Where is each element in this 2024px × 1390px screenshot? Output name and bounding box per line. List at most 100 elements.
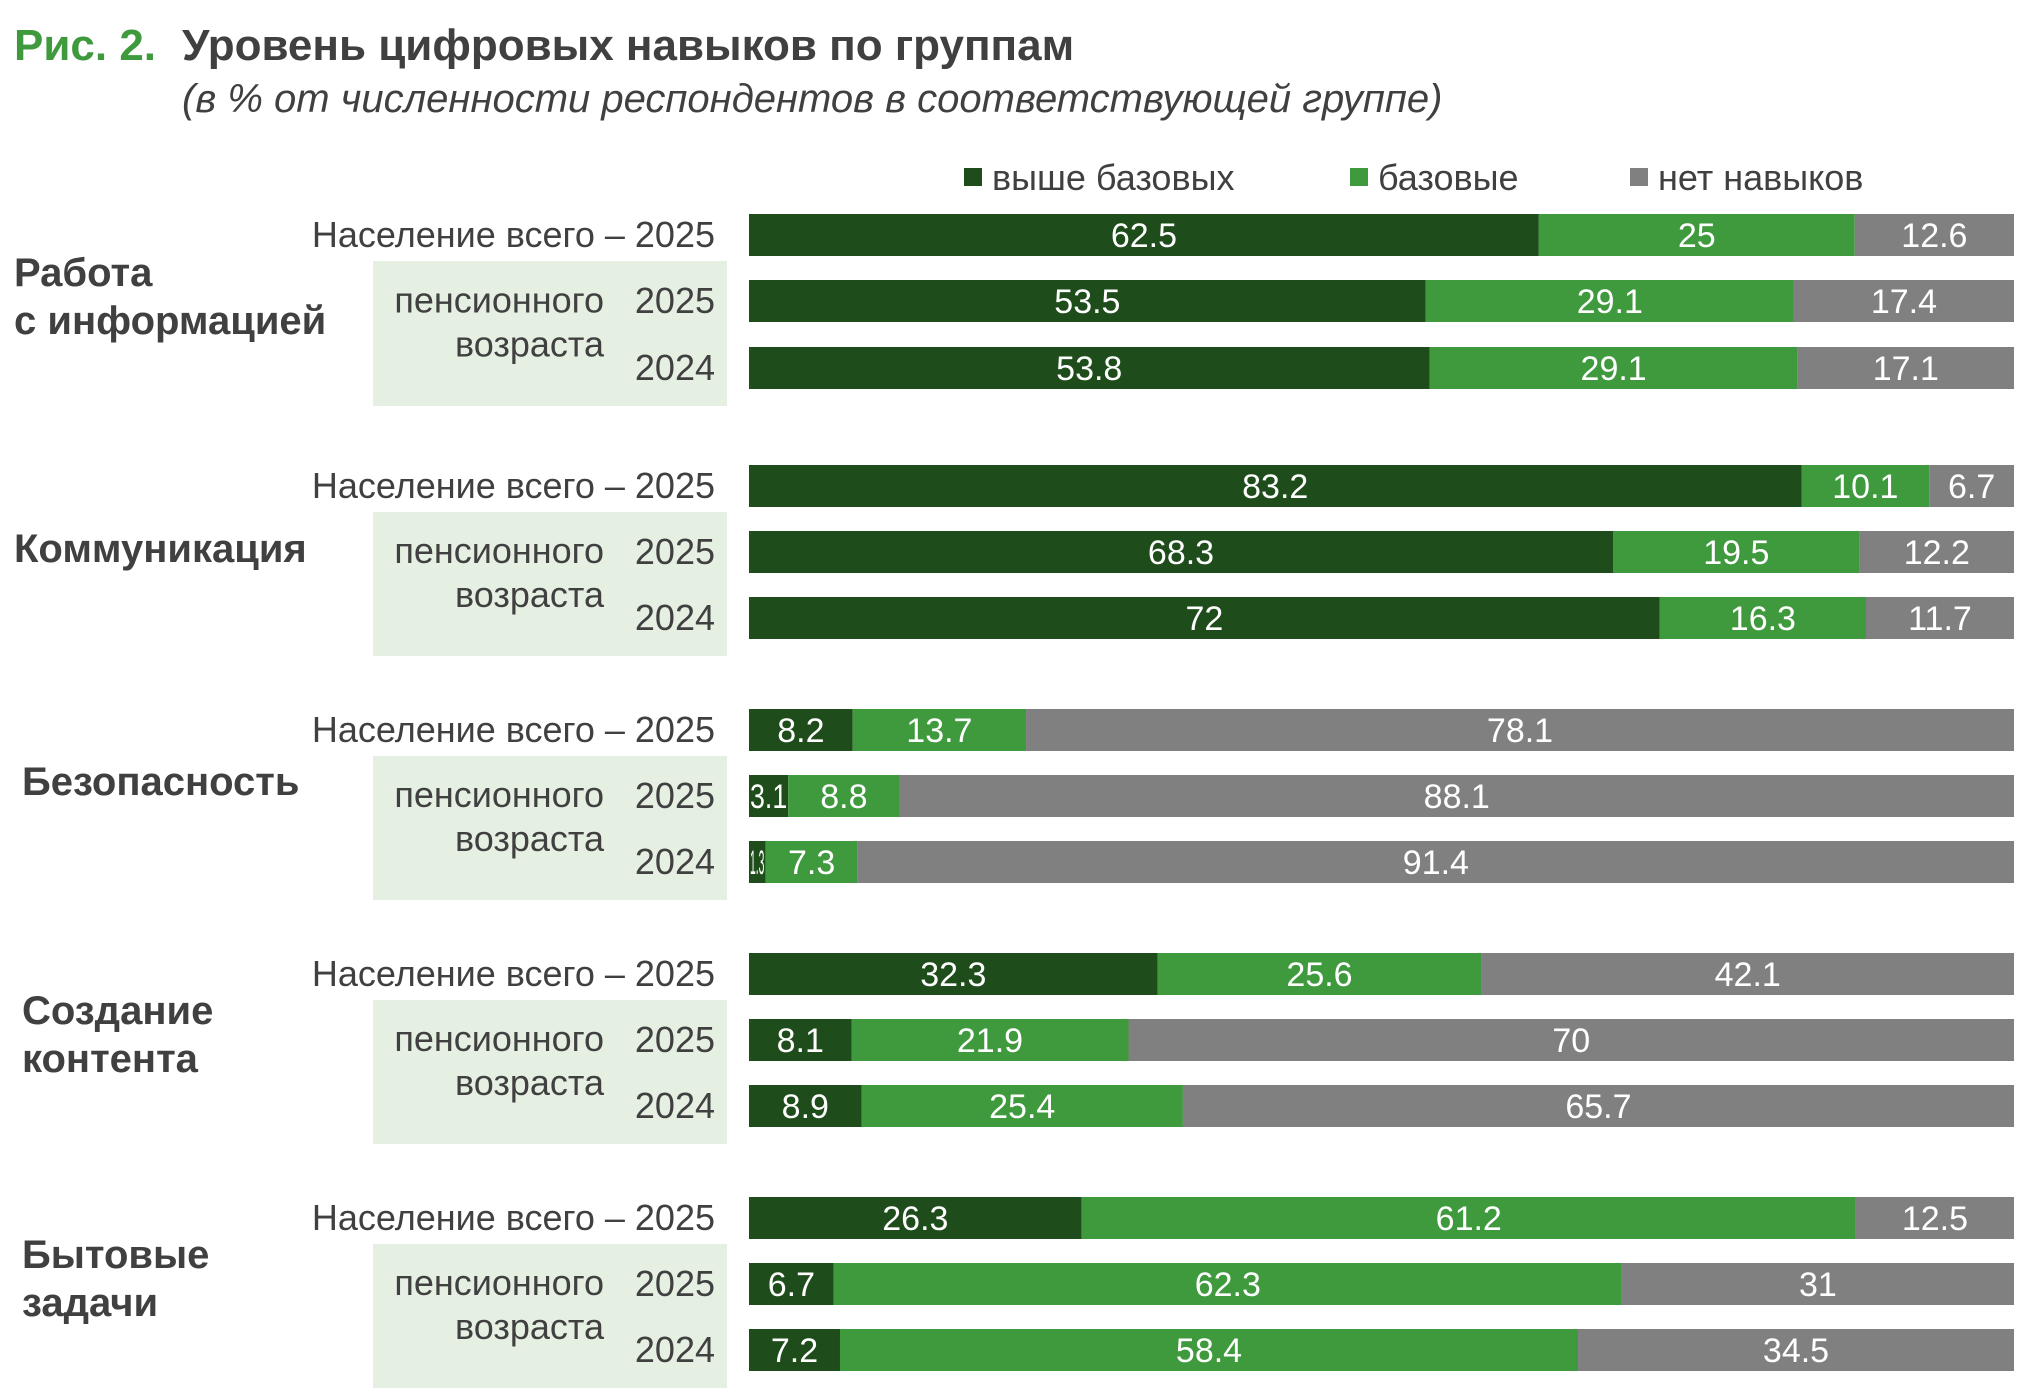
bar-segment-basic <box>1659 597 1866 639</box>
value-label: 25.4 <box>989 1088 1055 1126</box>
bar-row: 2024 7.2 58.4 34.5 <box>635 1329 2014 1371</box>
value-label: 62.5 <box>1111 217 1177 255</box>
group-name: с информацией <box>14 299 326 343</box>
value-label: 53.5 <box>1054 283 1120 321</box>
bar-segment-above <box>749 465 1802 507</box>
bar-segment-none <box>1797 347 2014 389</box>
value-label: 88.1 <box>1424 778 1490 816</box>
row-label: Население всего – 2025 <box>312 1197 715 1238</box>
value-label: 12.6 <box>1901 217 1967 255</box>
bar-row: Население всего – 2025 62.5 25 12.6 <box>312 214 2014 256</box>
value-label: 78.1 <box>1487 712 1553 750</box>
pension-age-label: пенсионного <box>394 530 604 571</box>
bar-segment-none <box>1128 1019 2014 1061</box>
bar-row: Население всего – 2025 83.2 10.1 6.7 <box>312 465 2014 507</box>
row-label: 2025 <box>635 531 715 572</box>
pension-age-label: возраста <box>455 818 605 859</box>
bar-segment-basic <box>851 1019 1129 1061</box>
value-label: 42.1 <box>1715 956 1781 994</box>
value-label: 17.4 <box>1871 283 1937 321</box>
bar-segment-basic <box>1429 347 1798 389</box>
row-label: 2025 <box>635 1263 715 1304</box>
value-label: 12.5 <box>1902 1200 1968 1238</box>
bar-segment-basic <box>765 841 858 883</box>
value-label: 10.1 <box>1832 468 1898 506</box>
value-label: 29.1 <box>1577 283 1643 321</box>
value-label: 1.3 <box>750 844 764 882</box>
value-label: 68.3 <box>1148 534 1214 572</box>
bar-segment-above <box>749 709 853 751</box>
bar-segment-above <box>749 531 1613 573</box>
value-label: 83.2 <box>1242 468 1308 506</box>
value-label: 32.3 <box>920 956 986 994</box>
pension-age-panel <box>373 1000 727 1144</box>
legend-item-above: выше базовых <box>964 157 1234 198</box>
row-label: 2024 <box>635 1329 715 1370</box>
bar-segment-above <box>749 1263 834 1305</box>
bar-row: 2025 6.7 62.3 31 <box>635 1263 2014 1305</box>
value-label: 8.2 <box>777 712 824 750</box>
bar-segment-none <box>1578 1329 2014 1371</box>
chart-subtitle: (в % от численности респондентов в соотв… <box>182 77 1442 121</box>
value-label: 34.5 <box>1763 1332 1829 1370</box>
pension-age-panel <box>373 261 727 406</box>
value-label: 25 <box>1678 217 1716 255</box>
value-label: 7.3 <box>788 844 835 882</box>
bar-segment-above <box>749 1197 1082 1239</box>
legend-label-basic: базовые <box>1378 157 1519 198</box>
figure-label: Рис. 2. <box>14 21 156 70</box>
group-name: Безопасность <box>22 760 299 804</box>
value-label: 7.2 <box>771 1332 818 1370</box>
value-label: 13.7 <box>906 712 972 750</box>
pension-age-label: пенсионного <box>394 1018 604 1059</box>
value-label: 91.4 <box>1403 844 1469 882</box>
value-label: 16.3 <box>1730 600 1796 638</box>
row-label: 2024 <box>635 1085 715 1126</box>
bar-segment-none <box>1855 1197 2015 1239</box>
bar-segment-none <box>1929 465 2014 507</box>
bar-segment-above <box>749 1085 862 1127</box>
group-name: Создание <box>22 989 213 1033</box>
bar-segment-basic <box>788 775 900 817</box>
bar-segment-basic <box>1157 953 1482 995</box>
chart-title: Уровень цифровых навыков по группам <box>182 21 1074 70</box>
bar-segment-none <box>1182 1085 2014 1127</box>
value-label: 58.4 <box>1176 1332 1242 1370</box>
bar-row: Население всего – 2025 32.3 25.6 42.1 <box>312 953 2014 995</box>
bar-segment-above <box>749 597 1660 639</box>
legend-swatch-above <box>964 168 982 186</box>
pension-age-label: пенсионного <box>394 774 604 815</box>
bar-segment-above <box>749 347 1430 389</box>
pension-age-label: возраста <box>455 574 605 615</box>
pension-age-label: пенсионного <box>394 280 604 321</box>
pension-age-label: возраста <box>455 1062 605 1103</box>
bar-segment-none <box>1859 531 2014 573</box>
group-name: Коммуникация <box>14 527 307 571</box>
legend-label-none: нет навыков <box>1658 157 1863 198</box>
bar-segment-none <box>1793 280 2014 322</box>
value-label: 26.3 <box>882 1200 948 1238</box>
value-label: 6.7 <box>1948 468 1995 506</box>
legend-swatch-basic <box>1350 168 1368 186</box>
bar-row: 2025 3.1 8.8 88.1 <box>635 775 2014 817</box>
row-label: 2024 <box>635 347 715 388</box>
bar-segment-above <box>749 841 766 883</box>
pension-age-panel <box>373 1244 727 1388</box>
bar-row: 2025 53.5 29.1 17.4 <box>635 280 2014 322</box>
value-label: 17.1 <box>1873 350 1939 388</box>
legend-item-basic: базовые <box>1350 157 1519 198</box>
value-label: 8.1 <box>777 1022 824 1060</box>
bar-segment-none <box>1854 214 2014 256</box>
bar-segment-basic <box>1081 1197 1856 1239</box>
row-label: 2024 <box>635 597 715 638</box>
pension-age-panel <box>373 756 727 900</box>
bar-segment-basic <box>1538 214 1855 256</box>
group-name: задачи <box>22 1281 158 1325</box>
value-label: 19.5 <box>1703 534 1769 572</box>
bar-segment-basic <box>852 709 1027 751</box>
bar-row: 2025 68.3 19.5 12.2 <box>635 531 2014 573</box>
value-label: 53.8 <box>1056 350 1122 388</box>
value-label: 3.1 <box>750 778 787 816</box>
